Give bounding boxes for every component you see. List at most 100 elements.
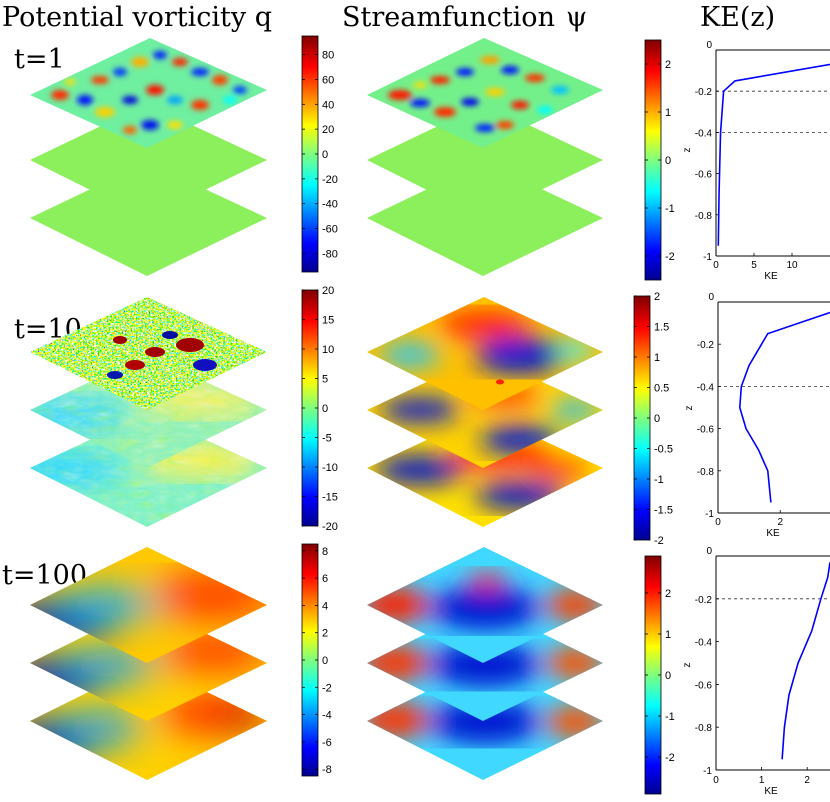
colorbar-tick-label: -2: [322, 682, 332, 694]
ke-x-axis-label: KE: [766, 528, 780, 539]
ke-y-tick-label: -0.4: [695, 128, 713, 139]
colorbar-tick-label: -8: [322, 764, 332, 776]
colorbar-tick-label: -60: [322, 224, 338, 236]
ke-y-tick-label: -0.2: [695, 87, 713, 98]
ke-x-axis-label: KE: [764, 271, 778, 282]
colorbar-tick-label: 5: [322, 374, 328, 386]
colorbar-tick-label: 2: [665, 59, 671, 71]
sf-t1-layer-bottom: [367, 162, 603, 276]
ke-profile-line: [738, 311, 830, 503]
colorbar-tick-label: 20: [322, 124, 334, 136]
colorbar-tick-label: 2: [654, 291, 660, 303]
ke-y-tick-label: -0.4: [697, 382, 715, 393]
colorbar-tick-label: -80: [322, 248, 338, 260]
pv-t1-layer-middle: [30, 104, 267, 218]
colorbar-tick-label: -5: [322, 433, 332, 445]
colorbar-tick-label: -2: [654, 535, 664, 547]
ke-y-tick-label: 0: [706, 546, 712, 557]
colorbar-tick-label: 1: [654, 352, 660, 364]
sf-t10-stack: [367, 297, 603, 527]
ke-y-tick-label: -0.6: [697, 425, 715, 436]
ke-y-axis-label: z: [682, 148, 693, 153]
colorbar-tick-label: 20: [322, 285, 334, 297]
colorbar-tick-label: 6: [322, 573, 328, 585]
ke-y-tick-label: -0.8: [695, 211, 713, 222]
colorbar-tick-label: 1: [665, 629, 671, 641]
ke-y-tick-label: 0: [706, 40, 712, 51]
time-label-t1: t=1: [14, 44, 65, 75]
ke-y-tick-label: -0.6: [695, 680, 713, 691]
psi-symbol: ψ: [566, 2, 587, 33]
ke-profile-line: [717, 63, 830, 246]
pv-t1-layer-bottom: [30, 162, 267, 276]
colorbar-tick-label: 2: [322, 628, 328, 640]
ke-x-tick-label: 0: [713, 260, 719, 271]
colorbar-tick-label: 4: [322, 600, 328, 612]
sf-t1-layer-top: [367, 38, 603, 148]
colorbars: 806040200-20-40-60-80210-1-220151050-5-1…: [301, 35, 675, 795]
colorbar-tick-label: -10: [322, 462, 338, 474]
colorbar-tick-label: 80: [322, 50, 334, 62]
colorbar-pv-t100: 8 6 4 2 0 -2 -4 -6 -8: [301, 543, 332, 777]
pv-t10-layer-top: [30, 297, 267, 410]
sf-t1-layer-middle: [367, 104, 603, 218]
colorbar-tick-label: 15: [322, 315, 334, 327]
colorbar-tick-label: 40: [322, 99, 334, 111]
colorbar-tick-label: -2: [665, 251, 675, 263]
ke-x-tick-label: 1: [759, 775, 765, 786]
ke-x-tick-label: 10: [786, 260, 798, 271]
colorbar-tick-label: 1.5: [654, 322, 669, 334]
ke-y-tick-label: -1: [703, 766, 712, 777]
sf-column-title: Streamfunction: [342, 2, 555, 33]
ke-x-tick-label: 0: [713, 775, 719, 786]
ke-profile-line: [781, 562, 830, 760]
colorbar-tick-label: 0: [322, 403, 328, 415]
colorbar-sf-t10: 2 1.5 1 0.5 0 -0.5 -1 -1.5 -2: [633, 291, 673, 547]
ke-y-tick-label: -0.6: [695, 170, 713, 181]
colorbar-tick-label: 2: [665, 588, 671, 600]
colorbar-tick-label: 0: [665, 670, 671, 682]
colorbar-pv-t10: 20 15 10 5 0 -5 -10 -15 -20: [301, 285, 338, 533]
ke-y-tick-label: -0.2: [697, 340, 715, 351]
colorbar-tick-label: -1: [665, 711, 675, 723]
colorbar-tick-label: -0.5: [654, 444, 673, 456]
ke-x-axis-label: KE: [764, 786, 778, 797]
ke-y-axis-label: z: [682, 663, 693, 668]
ke-y-tick-label: -0.8: [697, 467, 715, 478]
colorbar-tick-label: -15: [322, 492, 338, 504]
sf-t100-stack: [367, 547, 603, 780]
ke-x-tick-label: 5: [751, 260, 757, 271]
pv-column-title: Potential vorticity q: [2, 2, 272, 33]
colorbar-tick-label: -1: [654, 474, 664, 486]
sf-t1-stack: [367, 38, 603, 276]
colorbar-tick-label: 1: [665, 107, 671, 119]
colorbar-sf-t100: 2 1 0 -1 -2: [644, 555, 675, 795]
colorbar-tick-label: 10: [322, 344, 334, 356]
ke-y-tick-label: 0: [708, 292, 714, 303]
colorbar-tick-label: -2: [665, 752, 675, 764]
colorbar-tick-label: 0: [322, 149, 328, 161]
ke-x-tick-label: 2: [777, 517, 783, 528]
colorbar-tick-label: 0: [322, 655, 328, 667]
colorbar-tick-label: 0: [654, 413, 660, 425]
colorbar-tick-label: 60: [322, 74, 334, 86]
colorbar-tick-label: -1.5: [654, 505, 673, 517]
ke-profiles: 0-0.2-0.4-0.6-0.8-10 5 10KEz0-0.2-0.4-0.6-…: [682, 40, 830, 797]
ke-y-axis-label: z: [684, 406, 695, 411]
ke-column-title: KE(z): [700, 2, 775, 33]
colorbar-tick-label: -6: [322, 737, 332, 749]
ke-y-tick-label: -1: [705, 509, 714, 520]
colorbar-tick-label: 0: [665, 155, 671, 167]
colorbar-tick-label: -4: [322, 710, 332, 722]
ke-y-tick-label: -1: [703, 252, 712, 263]
colorbar-tick-label: 8: [322, 546, 328, 558]
colorbar-tick-label: -40: [322, 199, 338, 211]
ke-x-tick-label: 2: [804, 775, 810, 786]
colorbar-tick-label: 0.5: [654, 383, 669, 395]
colorbar-tick-label: -20: [322, 174, 338, 186]
ke-y-tick-label: -0.2: [695, 595, 713, 606]
